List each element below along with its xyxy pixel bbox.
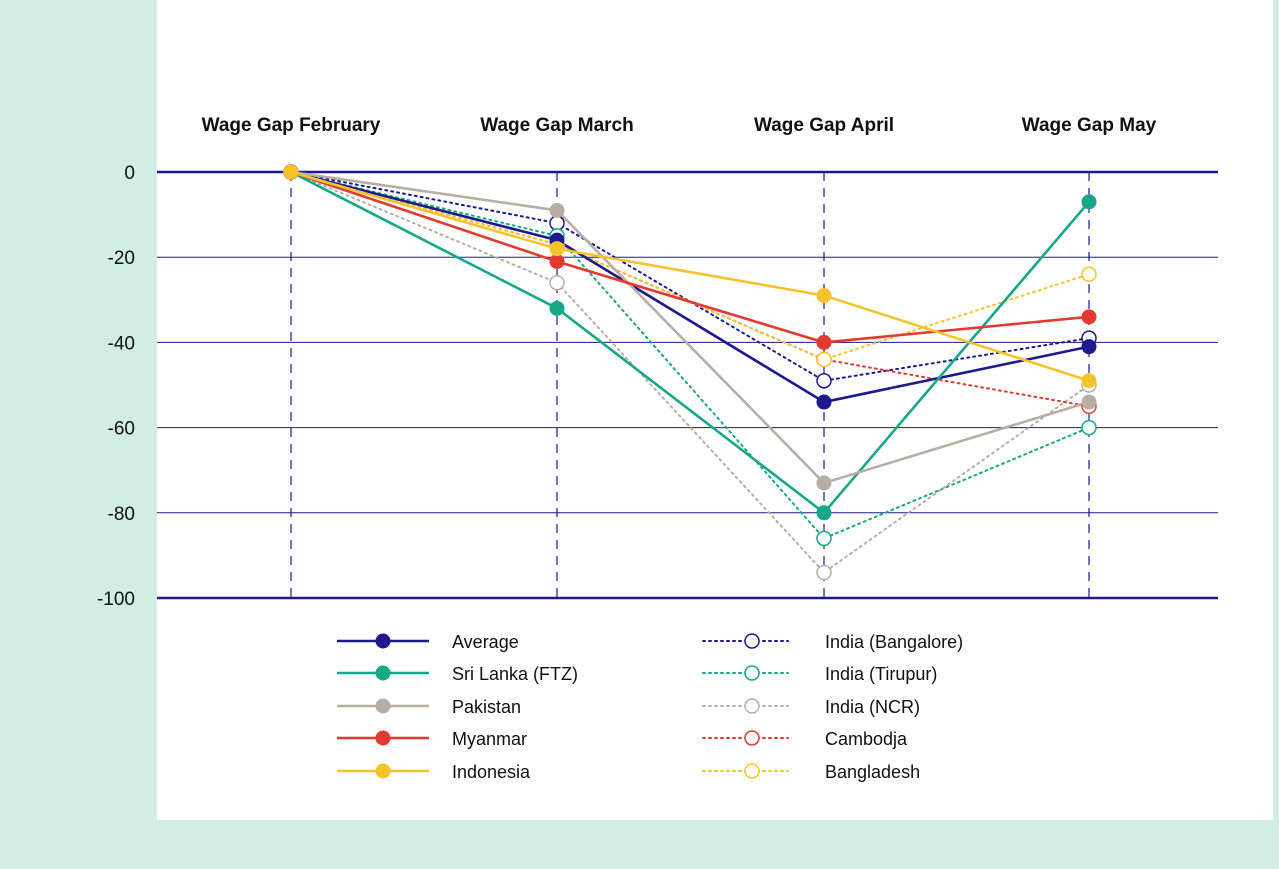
y-tick-label: -40 (108, 333, 135, 354)
point-pakistan-wage-gap-may (1081, 394, 1097, 410)
point-bangladesh-wage-gap-may (1081, 266, 1097, 282)
series-line-indonesia (290, 170, 1090, 382)
legend-label-sri-lanka-ftz: Sri Lanka (FTZ) (452, 664, 578, 684)
point-india-ncr-wage-gap-march (549, 275, 565, 291)
category-label-wage-gap-february: Wage Gap February (202, 115, 381, 136)
legend-label-india-ncr: India (NCR) (825, 697, 920, 717)
point-bangladesh-wage-gap-april (816, 351, 832, 368)
point-pakistan-wage-gap-april (816, 475, 832, 491)
point-sri-lanka-ftz-wage-gap-may (1081, 194, 1097, 210)
y-tick-label: -60 (108, 419, 135, 440)
point-indonesia-wage-gap-april (816, 288, 832, 304)
y-tick-label: -100 (97, 589, 135, 610)
legend-label-myanmar: Myanmar (452, 729, 527, 749)
category-label-wage-gap-april: Wage Gap April (754, 115, 894, 136)
point-india-tirupur-wage-gap-april (816, 530, 832, 547)
point-india-ncr-wage-gap-april (816, 564, 832, 581)
point-india-bangalore-wage-gap-april (816, 372, 832, 389)
legend-marker-india-tirupur (744, 665, 760, 681)
y-tick-label: -20 (108, 248, 135, 269)
legend-marker-average (375, 633, 391, 649)
series-line-average (290, 170, 1090, 404)
category-label-wage-gap-march: Wage Gap March (480, 115, 633, 136)
legend-marker-india-bangalore (744, 633, 760, 649)
legend-label-india-tirupur: India (Tirupur) (825, 664, 937, 684)
point-indonesia-wage-gap-may (1081, 373, 1097, 389)
legend-marker-pakistan (375, 698, 391, 714)
legend-label-pakistan: Pakistan (452, 697, 521, 717)
point-sri-lanka-ftz-wage-gap-march (549, 300, 565, 316)
point-average-wage-gap-april (816, 394, 832, 410)
series-line-india-tirupur (290, 171, 1090, 540)
y-tick-label: 0 (124, 163, 135, 184)
legend-marker-indonesia (375, 763, 391, 779)
point-pakistan-wage-gap-march (549, 202, 565, 218)
point-sri-lanka-ftz-wage-gap-april (816, 505, 832, 521)
point-indonesia-wage-gap-february (283, 164, 299, 180)
point-myanmar-wage-gap-may (1081, 309, 1097, 325)
point-myanmar-wage-gap-march (549, 253, 565, 269)
legend-label-bangladesh: Bangladesh (825, 762, 920, 782)
legend-label-average: Average (452, 632, 519, 652)
legend-marker-sri-lanka-ftz (375, 665, 391, 681)
legend-marker-india-ncr (744, 698, 760, 714)
y-tick-label: -80 (108, 504, 135, 525)
point-indonesia-wage-gap-march (549, 241, 565, 257)
legend-marker-myanmar (375, 730, 391, 746)
legend-marker-bangladesh (744, 763, 760, 779)
series-line-sri-lanka-ftz (290, 170, 1090, 515)
legend-label-india-bangalore: India (Bangalore) (825, 632, 963, 652)
series-line-india-ncr (290, 171, 1090, 574)
point-india-tirupur-wage-gap-may (1081, 419, 1097, 436)
category-label-wage-gap-may: Wage Gap May (1022, 115, 1157, 136)
series-line-bangladesh (290, 171, 1090, 361)
series-line-myanmar (290, 170, 1090, 344)
point-average-wage-gap-may (1081, 339, 1097, 355)
point-india-bangalore-wage-gap-march (549, 215, 565, 231)
series-line-pakistan (290, 170, 1090, 485)
legend-marker-cambodja (744, 730, 760, 746)
legend-label-indonesia: Indonesia (452, 762, 531, 782)
point-myanmar-wage-gap-april (816, 334, 832, 350)
legend-label-cambodja: Cambodja (825, 729, 908, 749)
